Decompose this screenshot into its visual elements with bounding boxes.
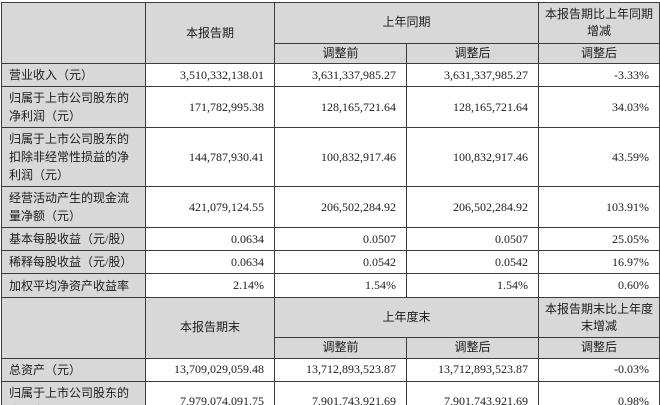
cell-change: 103.91% xyxy=(538,186,660,229)
header-current-period: 本报告期 xyxy=(145,1,275,65)
row-label: 归属于上市公司股东的净资产（元） xyxy=(1,380,146,405)
cell-current: 171,782,995.38 xyxy=(145,86,275,129)
table-row: 稀释每股收益（元/股） 0.0634 0.0542 0.0542 16.97% xyxy=(1,250,660,275)
table-row: 加权平均净资产收益率 2.14% 1.54% 1.54% 0.60% xyxy=(1,273,660,299)
header-change-adjusted-after: 调整后 xyxy=(538,337,660,359)
row-label: 归属于上市公司股东的净利润（元） xyxy=(1,86,146,129)
cell-current: 2.14% xyxy=(145,273,275,299)
cell-before: 0.0507 xyxy=(274,227,407,252)
cell-after: 7,901,743,921.69 xyxy=(405,380,540,405)
cell-before: 7,901,743,921.69 xyxy=(274,380,407,405)
cell-current: 0.0634 xyxy=(145,227,275,252)
corner-cell xyxy=(1,297,146,359)
cell-change: -0.03% xyxy=(538,357,660,382)
cell-change: 0.98% xyxy=(538,380,660,405)
cell-after: 0.0507 xyxy=(405,227,540,252)
cell-current: 421,079,124.55 xyxy=(145,186,275,229)
table-row: 营业收入（元） 3,510,332,138.01 3,631,337,985.2… xyxy=(1,63,660,88)
table-row: 归属于上市公司股东的净资产（元） 7,979,074,091.75 7,901,… xyxy=(1,380,660,405)
table-row: 基本每股收益（元/股） 0.0634 0.0507 0.0507 25.05% xyxy=(1,227,660,252)
cell-after: 128,165,721.64 xyxy=(405,86,540,129)
header-prior-period-group: 上年同期 xyxy=(273,2,540,44)
cell-before: 13,712,893,523.87 xyxy=(274,357,407,382)
section2-header-row-main: 本报告期末 上年度末 本报告期末比上年度末增减 xyxy=(1,297,660,359)
row-label: 归属于上市公司股东的扣除非经常性损益的净利润（元） xyxy=(1,127,146,188)
cell-before: 3,631,337,985.27 xyxy=(274,63,407,88)
row-label: 基本每股收益（元/股） xyxy=(1,227,146,252)
cell-before: 206,502,284.92 xyxy=(274,186,407,229)
cell-change: 16.97% xyxy=(538,250,660,275)
corner-cell xyxy=(1,1,146,65)
cell-current: 144,787,930.41 xyxy=(145,127,275,188)
header-change-group: 本报告期比上年同期增减 xyxy=(538,2,660,44)
cell-current: 3,510,332,138.01 xyxy=(145,63,275,88)
section1-header-row-sub: 调整前 调整后 调整后 xyxy=(2,42,660,65)
row-label: 营业收入（元） xyxy=(1,63,146,88)
table-row: 归属于上市公司股东的净利润（元） 171,782,995.38 128,165,… xyxy=(1,86,660,129)
header-change-group: 本报告期末比上年度末增减 xyxy=(538,297,660,339)
row-label: 稀释每股收益（元/股） xyxy=(1,250,146,275)
cell-change: 43.59% xyxy=(538,127,660,188)
header-adjusted-before: 调整前 xyxy=(274,42,407,65)
header-adjusted-after: 调整后 xyxy=(405,337,540,359)
header-change-adjusted-after: 调整后 xyxy=(538,42,660,65)
header-adjusted-before: 调整前 xyxy=(274,337,407,359)
section1-header-row-main: 本报告期 上年同期 本报告期比上年同期增减 xyxy=(1,1,660,65)
cell-before: 128,165,721.64 xyxy=(274,86,407,129)
table-row: 总资产（元） 13,709,029,059.48 13,712,893,523.… xyxy=(1,357,660,382)
row-label: 总资产（元） xyxy=(1,357,146,382)
cell-before: 1.54% xyxy=(274,273,407,299)
cell-change: -3.33% xyxy=(538,63,660,88)
cell-after: 0.0542 xyxy=(405,250,540,275)
cell-after: 206,502,284.92 xyxy=(405,186,540,229)
cell-before: 0.0542 xyxy=(274,250,407,275)
header-period-end: 本报告期末 xyxy=(145,297,275,359)
cell-after: 13,712,893,523.87 xyxy=(405,357,540,382)
cell-after: 100,832,917.46 xyxy=(405,127,540,188)
header-prior-yearend-group: 上年度末 xyxy=(273,297,540,339)
cell-before: 100,832,917.46 xyxy=(274,127,407,188)
cell-after: 3,631,337,985.27 xyxy=(405,63,540,88)
cell-current: 13,709,029,059.48 xyxy=(145,357,275,382)
row-label: 加权平均净资产收益率 xyxy=(1,273,146,299)
row-label: 经营活动产生的现金流量净额（元） xyxy=(1,186,146,229)
cell-change: 25.05% xyxy=(538,227,660,252)
cell-current: 7,979,074,091.75 xyxy=(145,380,275,405)
table-row: 经营活动产生的现金流量净额（元） 421,079,124.55 206,502,… xyxy=(1,186,660,229)
cell-after: 1.54% xyxy=(405,273,540,299)
table-row: 归属于上市公司股东的扣除非经常性损益的净利润（元） 144,787,930.41… xyxy=(1,127,660,188)
header-adjusted-after: 调整后 xyxy=(405,42,540,65)
cell-current: 0.0634 xyxy=(145,250,275,275)
cell-change: 0.60% xyxy=(538,273,660,299)
cell-change: 34.03% xyxy=(538,86,660,129)
section2-header-row-sub: 调整前 调整后 调整后 xyxy=(2,337,660,359)
